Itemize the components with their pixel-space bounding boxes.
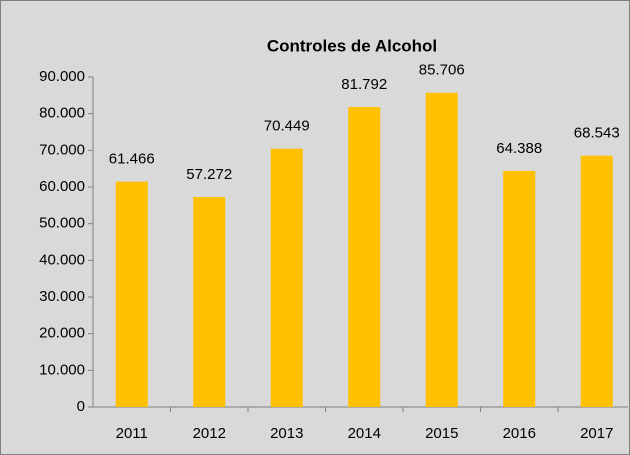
y-tick-label: 10.000: [39, 361, 85, 378]
y-tick-label: 30.000: [39, 288, 85, 305]
y-tick-label: 80.000: [39, 105, 85, 122]
value-label: 68.543: [574, 125, 620, 142]
value-label: 81.792: [341, 76, 387, 93]
x-tick-label: 2013: [270, 425, 303, 442]
x-tick-label: 2014: [348, 425, 381, 442]
y-tick-label: 90.000: [39, 68, 85, 85]
y-tick-label: 0: [77, 398, 85, 415]
bar: [193, 197, 226, 407]
x-tick-label: 2016: [503, 425, 536, 442]
y-tick-label: 20.000: [39, 325, 85, 342]
y-tick-label: 70.000: [39, 141, 85, 158]
y-tick-label: 50.000: [39, 215, 85, 232]
value-label: 70.449: [264, 118, 310, 135]
bar: [270, 148, 303, 407]
value-label: 57.272: [186, 166, 232, 183]
x-tick-label: 2015: [425, 425, 458, 442]
value-label: 85.706: [419, 62, 465, 79]
bar: [503, 170, 536, 407]
bar: [425, 92, 458, 408]
y-tick-label: 40.000: [39, 251, 85, 268]
bar: [580, 155, 613, 407]
x-tick-label: 2012: [193, 425, 226, 442]
chart-title: Controles de Alcohol: [267, 36, 437, 55]
value-label: 64.388: [496, 140, 542, 157]
y-tick-label: 60.000: [39, 178, 85, 195]
x-tick-label: 2011: [116, 425, 148, 442]
bar: [115, 181, 148, 407]
x-tick-label: 2017: [580, 425, 613, 442]
value-label: 61.466: [109, 151, 155, 168]
bar: [348, 107, 381, 407]
